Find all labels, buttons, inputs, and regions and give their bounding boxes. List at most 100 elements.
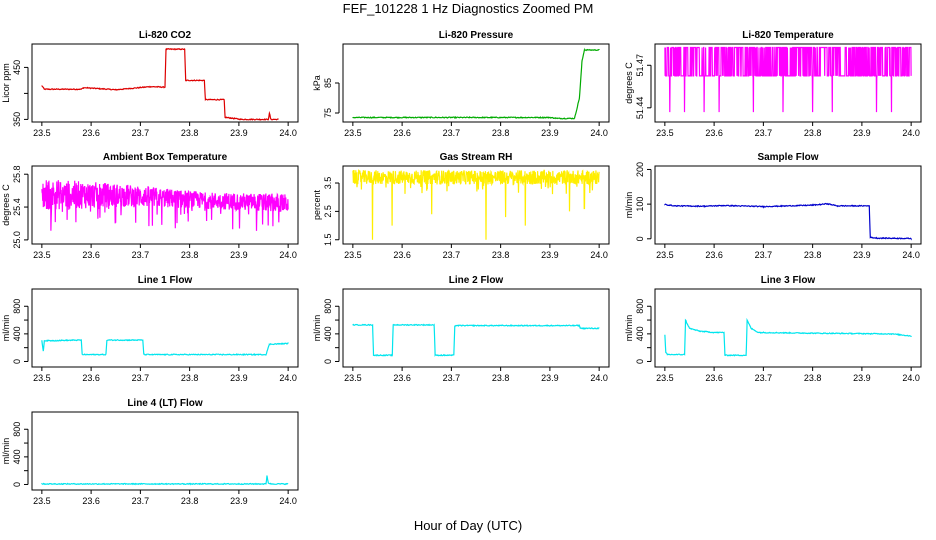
y-tick-label: 0 [12, 482, 22, 487]
x-tick-label: 23.6 [393, 373, 411, 383]
x-tick-label: 24.0 [902, 373, 920, 383]
y-tick-label: 51.44 [635, 97, 645, 120]
y-axis-label: ml/min [624, 192, 634, 219]
x-tick-label: 23.7 [132, 250, 150, 260]
panel-7: Line 1 Flow 23.5 23.6 23.7 23.8 23.9 24.0 0 400 8… [1, 275, 299, 383]
panel-9: Line 3 Flow 23.5 23.6 23.7 23.8 23.9 24.0 0 400 8… [624, 275, 922, 383]
series-line [664, 46, 912, 113]
x-tick-label: 24.0 [279, 496, 297, 506]
x-tick-label: 23.8 [181, 496, 199, 506]
x-tick-label: 23.5 [656, 373, 674, 383]
y-axis-label: percent [312, 189, 322, 220]
x-tick-label: 23.8 [181, 373, 199, 383]
series-line [352, 47, 600, 120]
panel-title: Gas Stream RH [440, 152, 513, 163]
x-tick-label: 23.5 [33, 373, 51, 383]
x-tick-label: 23.7 [443, 250, 461, 260]
x-tick-label: 23.9 [853, 250, 871, 260]
plot-frame [31, 288, 299, 368]
x-tick-label: 23.6 [82, 373, 100, 383]
plot-frame [342, 165, 610, 245]
y-tick-label: 85 [323, 78, 333, 88]
y-tick-label: 0 [635, 236, 645, 241]
y-axis-label: ml/min [624, 315, 634, 342]
x-tick-label: 24.0 [590, 128, 608, 138]
x-tick-label: 23.9 [230, 128, 248, 138]
x-tick-label: 24.0 [902, 128, 920, 138]
x-tick-label: 23.5 [656, 250, 674, 260]
x-tick-label: 23.5 [33, 250, 51, 260]
y-tick-label: 400 [12, 326, 22, 341]
y-tick-label: 0 [323, 359, 333, 364]
x-tick-label: 23.6 [82, 250, 100, 260]
y-axis-label: ml/min [312, 315, 322, 342]
series-line [352, 323, 600, 357]
x-tick-label: 24.0 [590, 250, 608, 260]
y-tick-label: 51.47 [635, 54, 645, 77]
x-tick-label: 23.7 [755, 250, 773, 260]
panel-title: Line 4 (LT) Flow [127, 398, 203, 409]
x-tick-label: 23.6 [705, 373, 723, 383]
y-tick-label: 800 [12, 299, 22, 314]
x-tick-label: 23.7 [755, 373, 773, 383]
panel-title: Li-820 Temperature [742, 30, 834, 41]
y-tick-label: 400 [635, 326, 645, 341]
x-tick-label: 23.6 [82, 496, 100, 506]
x-tick-label: 23.5 [344, 373, 362, 383]
panel-title: Ambient Box Temperature [103, 152, 228, 163]
panel-8: Line 2 Flow 23.5 23.6 23.7 23.8 23.9 24.0 0 400 8… [312, 275, 610, 383]
series-line [664, 202, 912, 241]
panel-title: Li-820 CO2 [139, 30, 192, 41]
y-tick-label: 200 [635, 162, 645, 177]
plot-frame [31, 43, 299, 123]
panel-10: Line 4 (LT) Flow 23.5 23.6 23.7 23.8 23.9 24.0… [1, 398, 299, 506]
x-tick-label: 24.0 [279, 128, 297, 138]
x-tick-label: 23.9 [541, 250, 559, 260]
plot-frame [31, 165, 299, 245]
plot-frame [654, 165, 922, 245]
plot-frame [654, 288, 922, 368]
x-tick-label: 23.9 [853, 373, 871, 383]
panel-4: Ambient Box Temperature 23.5 23.6 23.7 23.8 2… [1, 152, 299, 260]
series-line [664, 317, 912, 357]
series-line [41, 338, 289, 357]
y-tick-label: 25.0 [12, 231, 22, 249]
x-tick-label: 23.9 [541, 128, 559, 138]
x-tick-label: 23.8 [804, 128, 822, 138]
x-tick-label: 24.0 [902, 250, 920, 260]
y-tick-label: 400 [323, 326, 333, 341]
y-tick-label: 2.5 [323, 205, 333, 218]
y-tick-label: 100 [635, 197, 645, 212]
panel-2: Li-820 Pressure 23.5 23.6 23.7 23.8 23.9 24.0 7… [312, 30, 610, 138]
series-line [352, 169, 600, 240]
x-tick-label: 23.7 [132, 373, 150, 383]
x-tick-label: 23.6 [705, 128, 723, 138]
series-line [41, 180, 289, 231]
x-tick-label: 23.6 [393, 250, 411, 260]
panel-title: Li-820 Pressure [439, 30, 514, 41]
x-tick-label: 23.5 [656, 128, 674, 138]
x-tick-label: 23.7 [443, 373, 461, 383]
y-tick-label: 3.5 [323, 177, 333, 190]
x-tick-label: 24.0 [279, 250, 297, 260]
panel-3: Li-820 Temperature 23.5 23.6 23.7 23.8 23.9 24… [624, 30, 922, 138]
x-tick-label: 23.8 [804, 250, 822, 260]
figure-title: FEF_101228 1 Hz Diagnostics Zoomed PM [342, 1, 594, 16]
y-tick-label: 450 [12, 60, 22, 75]
x-tick-label: 23.5 [33, 496, 51, 506]
y-tick-label: 800 [323, 299, 333, 314]
plot-frame [342, 288, 610, 368]
plot-frame [31, 411, 299, 491]
x-tick-label: 23.7 [132, 496, 150, 506]
y-tick-label: 800 [635, 299, 645, 314]
y-tick-label: 75 [323, 108, 333, 118]
x-tick-label: 23.6 [82, 128, 100, 138]
panel-6: Sample Flow 23.5 23.6 23.7 23.8 23.9 24.0 0 100 2… [624, 152, 922, 260]
y-tick-label: 0 [12, 359, 22, 364]
y-axis-label: ml/min [1, 315, 11, 342]
y-tick-label: 25.8 [12, 165, 22, 183]
panel-5: Gas Stream RH 23.5 23.6 23.7 23.8 23.9 24.0 1.5… [312, 152, 610, 260]
x-tick-label: 23.5 [33, 128, 51, 138]
